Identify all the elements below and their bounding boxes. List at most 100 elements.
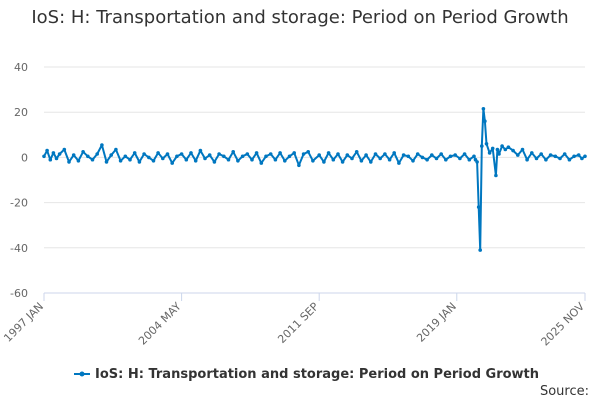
data-point[interactable] <box>54 156 59 161</box>
data-point[interactable] <box>516 153 520 157</box>
data-point[interactable] <box>448 154 453 159</box>
data-point[interactable] <box>236 159 240 163</box>
data-point[interactable] <box>42 154 46 159</box>
data-point[interactable] <box>81 150 85 154</box>
data-point[interactable] <box>297 163 301 168</box>
data-point[interactable] <box>306 150 311 154</box>
data-point[interactable] <box>114 147 118 152</box>
data-point[interactable] <box>490 146 495 151</box>
data-point[interactable] <box>151 159 156 163</box>
data-point[interactable] <box>576 153 581 157</box>
data-point[interactable] <box>161 156 165 161</box>
data-point[interactable] <box>311 159 315 163</box>
data-point[interactable] <box>198 148 203 153</box>
data-point[interactable] <box>495 147 500 152</box>
data-point[interactable] <box>411 159 415 163</box>
data-point[interactable] <box>467 157 472 162</box>
data-point[interactable] <box>530 151 534 155</box>
data-point[interactable] <box>583 154 587 159</box>
data-point[interactable] <box>425 157 429 162</box>
data-point[interactable] <box>580 156 584 161</box>
data-point[interactable] <box>350 156 354 161</box>
data-point[interactable] <box>86 154 90 159</box>
data-point[interactable] <box>184 157 189 162</box>
data-point[interactable] <box>397 161 401 165</box>
data-point[interactable] <box>212 160 217 164</box>
data-point[interactable] <box>301 152 306 156</box>
data-point[interactable] <box>503 147 508 152</box>
data-point[interactable] <box>497 152 501 156</box>
series-line[interactable] <box>43 107 586 252</box>
data-point[interactable] <box>132 151 137 155</box>
data-point[interactable] <box>525 157 529 162</box>
data-point[interactable] <box>322 160 326 164</box>
data-point[interactable] <box>292 151 297 155</box>
data-point[interactable] <box>434 156 439 161</box>
data-point[interactable] <box>57 152 62 156</box>
data-point[interactable] <box>179 152 184 156</box>
data-point[interactable] <box>553 154 558 159</box>
data-point[interactable] <box>104 160 109 164</box>
data-point[interactable] <box>401 153 406 157</box>
data-point[interactable] <box>217 152 221 156</box>
data-point[interactable] <box>203 156 207 161</box>
data-point[interactable] <box>478 248 483 252</box>
data-point[interactable] <box>481 107 486 111</box>
data-point[interactable] <box>259 161 264 165</box>
data-point[interactable] <box>406 154 411 159</box>
data-point[interactable] <box>494 173 498 178</box>
data-point[interactable] <box>354 150 359 154</box>
data-point[interactable] <box>123 154 128 159</box>
data-point[interactable] <box>100 143 104 147</box>
data-point[interactable] <box>51 151 56 155</box>
data-point[interactable] <box>189 151 193 155</box>
data-point[interactable] <box>511 148 515 153</box>
data-point[interactable] <box>156 151 160 155</box>
data-point[interactable] <box>340 160 345 164</box>
data-point[interactable] <box>231 150 235 154</box>
data-point[interactable] <box>240 154 245 159</box>
data-point[interactable] <box>480 144 484 148</box>
data-point[interactable] <box>439 152 444 156</box>
data-point[interactable] <box>487 151 492 155</box>
data-point[interactable] <box>336 152 340 156</box>
data-point[interactable] <box>359 159 364 163</box>
legend[interactable]: IoS: H: Transportation and storage: Peri… <box>74 367 539 382</box>
data-point[interactable] <box>520 147 525 152</box>
data-point[interactable] <box>326 151 331 155</box>
data-point[interactable] <box>567 157 572 162</box>
data-point[interactable] <box>48 157 53 162</box>
data-point[interactable] <box>226 157 231 162</box>
data-point[interactable] <box>484 142 489 146</box>
data-point[interactable] <box>245 152 250 156</box>
data-point[interactable] <box>453 153 458 157</box>
data-point[interactable] <box>475 160 479 164</box>
data-point[interactable] <box>430 153 434 157</box>
data-point[interactable] <box>222 154 226 159</box>
data-point[interactable] <box>539 152 543 156</box>
data-point[interactable] <box>278 151 282 155</box>
data-point[interactable] <box>90 157 95 162</box>
data-point[interactable] <box>483 119 487 123</box>
data-point[interactable] <box>128 157 132 162</box>
data-point[interactable] <box>369 160 373 164</box>
data-point[interactable] <box>331 157 336 162</box>
data-point[interactable] <box>415 152 420 156</box>
data-point[interactable] <box>562 152 567 156</box>
data-point[interactable] <box>118 159 123 163</box>
data-point[interactable] <box>137 160 142 164</box>
data-point[interactable] <box>476 205 481 209</box>
data-point[interactable] <box>76 159 81 163</box>
data-point[interactable] <box>317 153 322 157</box>
data-point[interactable] <box>193 159 198 163</box>
data-point[interactable] <box>444 157 448 162</box>
data-point[interactable] <box>71 153 76 157</box>
data-point[interactable] <box>67 160 71 164</box>
data-point[interactable] <box>287 154 292 159</box>
data-point[interactable] <box>500 144 504 148</box>
data-point[interactable] <box>345 153 350 157</box>
data-point[interactable] <box>392 151 397 155</box>
data-point[interactable] <box>264 154 268 159</box>
data-point[interactable] <box>175 154 179 159</box>
data-point[interactable] <box>548 153 553 157</box>
